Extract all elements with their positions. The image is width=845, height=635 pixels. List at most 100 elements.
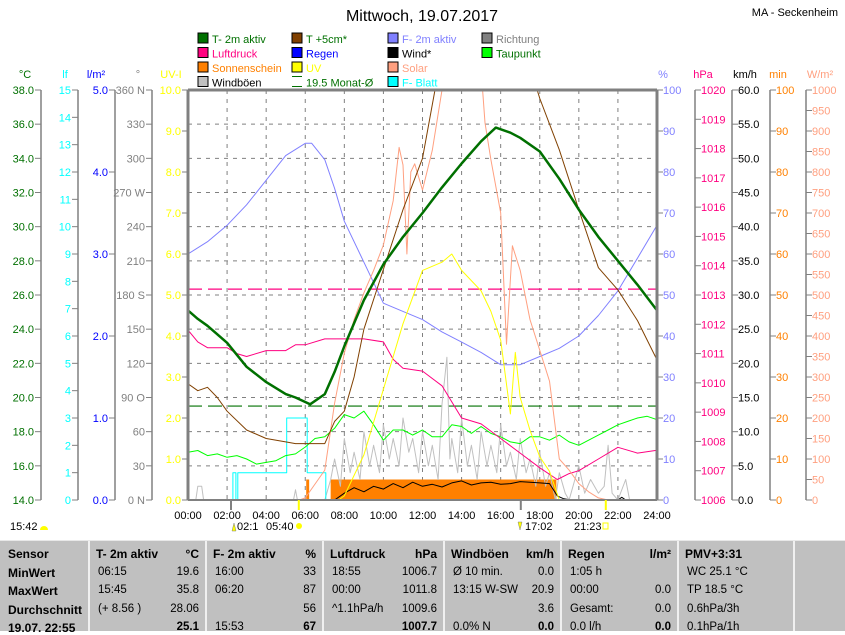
sunset-icon [602, 522, 609, 530]
axis-tick-label: 13 [59, 140, 71, 152]
summary-table: Sensor T- 2m aktiv °C F- 2m aktiv% Luftdruck… [0, 540, 845, 635]
table-cell: 15:53 [215, 621, 244, 633]
table-cell: 0.0% N [453, 621, 491, 633]
x-tick-label: 08:00 [331, 510, 359, 522]
series-line-f-2m-aktiv [188, 142, 657, 366]
axis-tick-label: 0.0 [166, 495, 181, 507]
table-row-label: 19.07. 22:55 [8, 621, 76, 635]
axis-tick-label: 1007 [701, 466, 725, 478]
axis-tick-label: 90 O [121, 393, 145, 405]
axis-tick-label: 750 [812, 188, 830, 200]
axis-tick-label: 9.0 [166, 126, 181, 138]
axis-tick-label: 250 [812, 393, 830, 405]
table-cell-value: 19.6 [176, 565, 199, 578]
x-tick-label: 18:00 [526, 510, 554, 522]
legend-swatch [387, 61, 399, 73]
table-cell: 00:00 [332, 584, 361, 596]
series-line-solar [188, 90, 657, 500]
axis-tick-label: 15.0 [738, 393, 759, 405]
axis-tick-label: 850 [812, 147, 830, 159]
legend-swatch [387, 47, 399, 58]
grid [188, 90, 657, 500]
legend: T- 2m aktiv Luftdruck Sonnenschein Windböen… [197, 32, 541, 90]
table-header-unit: km/h [525, 547, 554, 561]
table-cell: TP 18.5 °C [687, 584, 744, 596]
table-cell: 0.0 l/h [570, 621, 602, 633]
axis-tick-label: 20.0 [13, 393, 34, 405]
axis-tick-label: 32.0 [13, 188, 34, 200]
table-cell: 06:15 [98, 565, 127, 578]
axis-tick-label: 60 [133, 427, 145, 439]
axis-tick-label: 10.0 [738, 427, 759, 439]
axis-tick-label: 20.0 [738, 358, 759, 370]
table-cell: 1:05 h [570, 565, 602, 578]
table-cell: 18:55 [332, 565, 361, 578]
axis-tick-label: 50 [776, 290, 788, 302]
axis-tick-label: 1019 [701, 114, 725, 126]
axis-tick-label: 80 [663, 167, 675, 179]
moonset-time: 17:02 [525, 521, 553, 533]
legend-label: Richtung [496, 34, 539, 46]
series-line-t-2m-aktiv [188, 126, 657, 406]
table-header: Regen [568, 547, 605, 561]
axis-tick-label: 40.0 [738, 222, 759, 234]
axis-tick-label: 0 [65, 495, 71, 507]
table-column-divider [322, 541, 324, 631]
axis-tick-label: 8.0 [166, 167, 181, 179]
axis-tick-label: 1016 [701, 202, 725, 214]
axis-tick-label: 30.0 [738, 290, 759, 302]
axis-tick-label: 150 [127, 324, 145, 336]
legend-swatch [481, 47, 493, 58]
table-header: F- 2m aktiv [213, 547, 276, 561]
axis-tick-label: 600 [812, 249, 830, 261]
axis-tick-label: 2.0 [166, 413, 181, 425]
axis-tick-label: 90 [776, 126, 788, 138]
axis-tick-label: 24.0 [13, 324, 34, 336]
axis-tick-label: 180 S [116, 290, 145, 302]
axis-tick-label: 950 [812, 106, 830, 118]
legend-swatch [387, 32, 399, 44]
legend-label: F- 2m aktiv [402, 34, 457, 46]
table-cell-value: 25.1 [176, 621, 199, 633]
table-cell-value: 56 [303, 602, 316, 615]
legend-label: Taupunkt [496, 49, 541, 61]
axis-tick-label: 1008 [701, 436, 725, 448]
table-cell: 0.6hPa/3h [687, 602, 740, 615]
axis-tick-label: 1020 [701, 85, 725, 97]
axis-tick-label: 0 [812, 495, 818, 507]
axis-tick-label: 210 [127, 256, 145, 268]
axis-tick-label: 30 [133, 461, 145, 473]
axis-tick-label: 1006 [701, 495, 725, 507]
table-header-unit: l/m² [649, 547, 671, 561]
table-cell-value: 28.06 [170, 602, 199, 615]
axis-unit: % [658, 69, 668, 81]
table-cell-value: 0.0 [655, 602, 671, 615]
sunrise-icon [296, 523, 302, 529]
axis-tick-label: 350 [812, 352, 830, 364]
legend-swatch [291, 32, 303, 44]
axis-tick-label: 38.0 [13, 85, 34, 97]
axis-unit: l/m² [87, 69, 106, 81]
axis-tick-label: 16.0 [13, 461, 34, 473]
series-line-windb-en [188, 356, 657, 500]
table-cell-value: 1011.8 [402, 584, 437, 596]
table-row-label: MaxWert [8, 584, 58, 598]
axis-tick-label: 6 [65, 331, 71, 343]
series-line-wind [188, 480, 657, 500]
legend-label: Sonnenschein [212, 63, 282, 75]
table-header: Sensor [8, 547, 49, 561]
table-cell-value: 3.6 [538, 602, 554, 615]
table-cell: 16:00 [215, 565, 244, 578]
axis-tick-label: 100 [776, 85, 794, 97]
axis-tick-label: 650 [812, 229, 830, 241]
sunrise-time: 05:40 [266, 521, 294, 533]
x-tick-label: 06:00 [291, 510, 319, 522]
axis-tick-label: 120 [127, 358, 145, 370]
axis-tick-label: 200 [812, 413, 830, 425]
axis-tick-label: 3.0 [93, 249, 108, 261]
sunset-time: 21:23 [574, 521, 602, 533]
chart-title: Mittwoch, 19.07.2017 [346, 8, 498, 25]
sunshine-bar [330, 479, 557, 500]
table-cell: Gesamt: [570, 602, 614, 615]
legend-swatch [291, 61, 303, 73]
